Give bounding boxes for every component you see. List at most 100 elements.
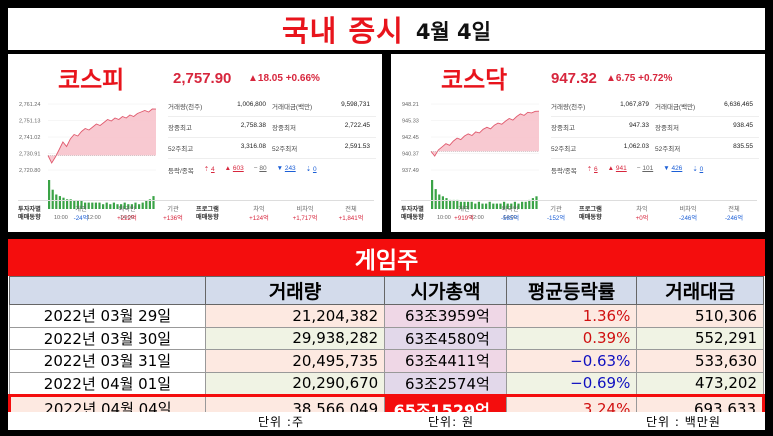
kosdaq-value: 947.32 xyxy=(551,70,597,87)
kosdaq-volume-bar xyxy=(531,198,534,209)
kospi-stats: 거래량(천주) 1,006,800 거래대금(백만) 9,598,731 장중최고 2… xyxy=(168,96,376,180)
kosdaq-volume-bar xyxy=(445,198,448,209)
kosdaq-area xyxy=(431,111,539,157)
kospi-area xyxy=(48,109,156,163)
header-market-cap: 시가총액 xyxy=(384,276,507,305)
kosdaq-volume-bar xyxy=(510,203,513,209)
page-header: 국내 증시 4월 4일 xyxy=(8,8,765,50)
kosdaq-volume-bar xyxy=(495,203,498,209)
kosdaq-stats: 거래량(천주) 1,067,879 거래대금(백만) 6,636,465 장중최고 9… xyxy=(551,96,759,180)
unit-cap: 단위: 원 xyxy=(428,415,474,429)
kospi-y-tick: 2,741.02 xyxy=(19,135,40,141)
kosdaq-volume-bar xyxy=(431,180,434,209)
table-row: 2022년 03월 29일 21,204,382 63조3959억 1.36% … xyxy=(9,304,764,328)
kospi-y-tick: 2,751.13 xyxy=(19,119,40,125)
kospi-investor-flow: 투자자별 매매동향 개인 -24억 외국인 +222억 기관 +136억 프로그램 매매동… xyxy=(18,200,374,226)
kosdaq-investor-flow: 투자자별 매매동향 개인 +919억 외국인 -585억 기관 -152억 프로그램 매매… xyxy=(401,200,757,226)
kosdaq-volume-bar xyxy=(506,203,509,209)
kospi-volume-bar xyxy=(87,202,90,209)
kosdaq-x-tick: 10:00 xyxy=(437,215,451,221)
kospi-volume-bar xyxy=(98,202,101,209)
kospi-volume-bar xyxy=(152,196,155,209)
kosdaq-volume-bar xyxy=(528,199,531,209)
unit-amount: 단위 : 백만원 xyxy=(646,415,721,429)
kosdaq-volume-bar xyxy=(492,203,495,209)
kosdaq-volume-bar xyxy=(535,196,538,209)
header-date xyxy=(9,276,206,305)
kospi-volume-bar xyxy=(91,202,94,209)
kosdaq-volume-bar xyxy=(517,203,520,209)
kosdaq-volume-bar xyxy=(459,201,462,210)
kospi-volume-bar xyxy=(134,202,137,209)
kospi-intraday-chart: 2,761.24 2,751.13 2,741.02 2,730.91 2,720.80… xyxy=(19,102,157,221)
kosdaq-volume-bar xyxy=(441,196,444,209)
kosdaq-updown: 등락/종목 ⇡ 6 ▲ 941 − 101 ▼ 426 ⇣ 0 xyxy=(551,164,704,175)
kosdaq-volume-bar xyxy=(474,203,477,209)
kosdaq-volume-bar xyxy=(524,201,527,210)
table-row: 2022년 03월 31일 20,495,735 63조4411억 −0.63%… xyxy=(9,349,764,373)
kosdaq-volume-bar xyxy=(521,201,524,210)
kospi-y-tick: 2,761.24 xyxy=(19,102,40,108)
table-header-row: 거래량 시가총액 평균등락률 거래대금 xyxy=(9,276,764,305)
game-stocks-table: 거래량 시가총액 평균등락률 거래대금 2022년 03월 29일 21,204… xyxy=(8,276,765,424)
game-stocks-title: 게임주 xyxy=(8,239,765,276)
kospi-volume-bar xyxy=(145,200,148,209)
kospi-volume-bar xyxy=(51,189,54,209)
kospi-volume-bar xyxy=(73,200,76,209)
kospi-volume-bar xyxy=(112,202,115,209)
kosdaq-change: ▲6.75 +0.72% xyxy=(606,73,673,84)
kospi-updown: 등락/종목 ⇡ 4 ▲ 603 − 80 ▼ 243 ⇣ 0 xyxy=(168,164,317,175)
kospi-x-tick: 14:00 xyxy=(120,215,134,221)
kospi-volume-bar xyxy=(102,204,105,209)
kospi-volume-bar xyxy=(127,204,130,209)
kosdaq-volume-bar xyxy=(485,203,488,209)
kosdaq-y-tick: 945.33 xyxy=(402,119,419,125)
table-row: 2022년 04월 01일 20,290,670 63조2574억 −0.69%… xyxy=(9,371,764,396)
kospi-volume-bar xyxy=(62,197,65,209)
kospi-volume-bar xyxy=(66,199,69,209)
kospi-volume-bar xyxy=(76,200,79,209)
kospi-volume-bar xyxy=(58,196,61,209)
kospi-value: 2,757.90 xyxy=(173,70,232,87)
kospi-volume-bar xyxy=(55,194,58,209)
kospi-x-tick: 10:00 xyxy=(54,215,68,221)
kospi-volume-bar xyxy=(148,199,151,209)
kospi-y-tick: 2,720.80 xyxy=(19,168,40,174)
units-footer: 단위 :주 단위: 원 단위 : 백만원 xyxy=(8,412,765,430)
kosdaq-y-tick: 937.49 xyxy=(402,168,419,174)
kospi-volume-bar xyxy=(84,202,87,209)
page-title: 국내 증시 xyxy=(281,14,404,48)
unit-volume: 단위 :주 xyxy=(258,415,304,429)
kospi-change: ▲18.05 +0.66% xyxy=(248,73,320,84)
kospi-volume-bar xyxy=(116,204,119,209)
kospi-volume-bar xyxy=(48,180,51,209)
kosdaq-volume-bar xyxy=(488,201,491,210)
kosdaq-volume-bar xyxy=(477,201,480,210)
kospi-panel: 코스피 2,757.90 ▲18.05 +0.66% 2,761.24 2,751… xyxy=(8,54,382,232)
kospi-volume-bar xyxy=(105,202,108,209)
header-volume: 거래량 xyxy=(204,276,386,305)
kosdaq-name: 코스닥 xyxy=(441,66,508,94)
kosdaq-line xyxy=(430,110,540,157)
table-row: 2022년 03월 30일 29,938,282 63조4580억 0.39% … xyxy=(9,326,764,350)
kosdaq-y-tick: 948.21 xyxy=(402,102,419,108)
kosdaq-intraday-chart: 948.21 945.33 942.45 940.37 937.49 10:00 12:00… xyxy=(402,102,540,221)
header-avg-rate: 평균등락률 xyxy=(505,276,638,305)
kospi-volume-bar xyxy=(120,204,123,209)
kospi-volume-bar xyxy=(109,204,112,209)
kospi-volume-bar xyxy=(123,202,126,209)
header-amount: 거래대금 xyxy=(636,276,764,305)
page-date: 4월 4일 xyxy=(415,20,491,44)
kospi-volume-bar xyxy=(80,200,83,209)
kospi-y-tick: 2,730.91 xyxy=(19,152,40,158)
kospi-volume-bar xyxy=(138,204,141,209)
kosdaq-volume-bar xyxy=(452,199,455,209)
kosdaq-volume-bar xyxy=(449,199,452,209)
kospi-volume-bar xyxy=(141,202,144,209)
kospi-volume-bar xyxy=(130,204,133,209)
kospi-volume-bar xyxy=(94,202,97,209)
kosdaq-panel: 코스닥 947.32 ▲6.75 +0.72% 948.21 945.33 942.… xyxy=(391,54,765,232)
kosdaq-volume-bar xyxy=(481,203,484,209)
kospi-volume-bar xyxy=(69,199,72,209)
kosdaq-volume-bar xyxy=(434,189,437,209)
